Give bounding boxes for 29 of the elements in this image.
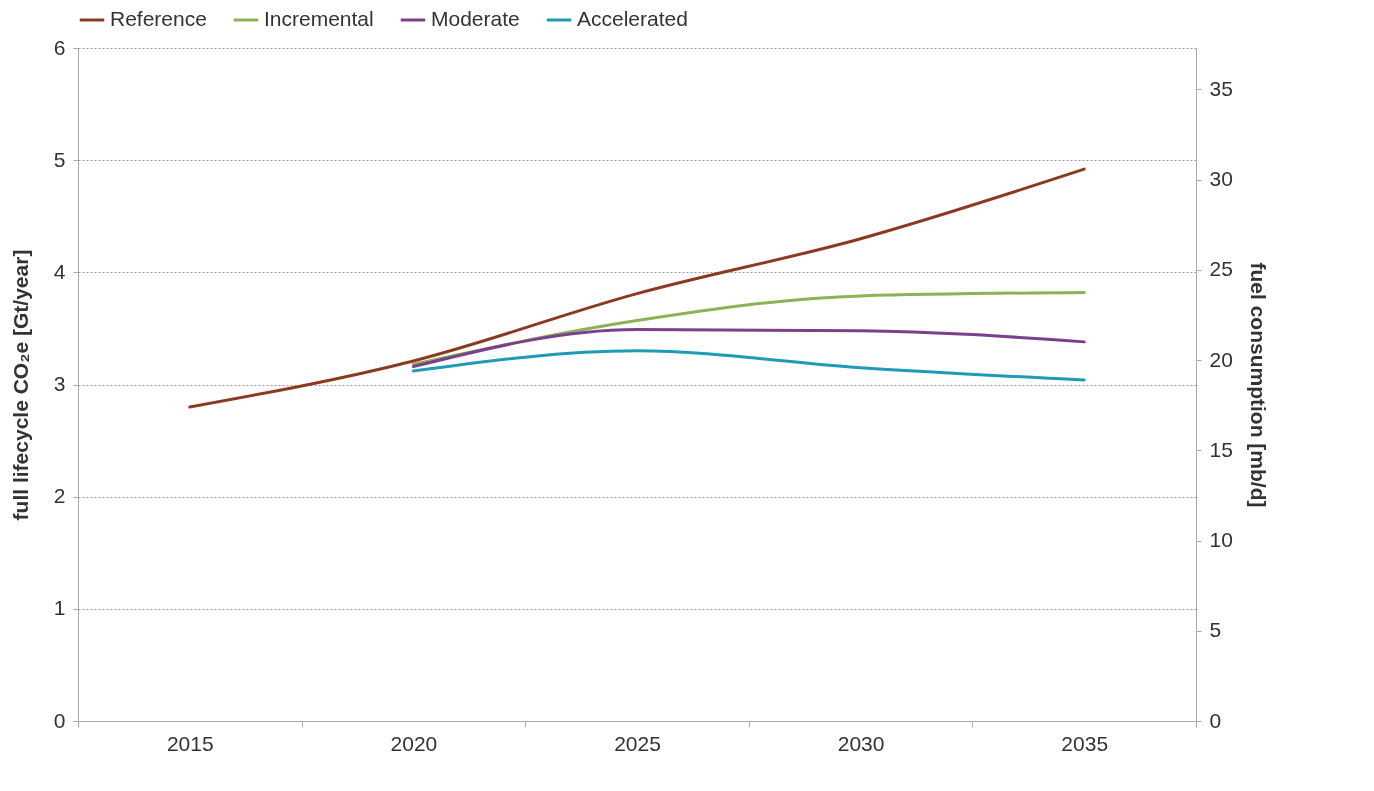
y2-tick-label: 20 xyxy=(1209,347,1233,371)
x-tick-label: 2030 xyxy=(837,731,885,755)
y2-tick-label: 35 xyxy=(1209,77,1233,100)
line-series xyxy=(188,167,1086,409)
y2-tick-label: 25 xyxy=(1209,257,1233,281)
x-tick-label: 2035 xyxy=(1061,731,1109,755)
legend-label: Accelerated xyxy=(577,7,688,30)
x-tick-label: 2015 xyxy=(166,731,214,755)
y-tick-label: 6 xyxy=(53,35,66,59)
line-series xyxy=(411,328,1086,369)
legend-label: Incremental xyxy=(264,7,374,30)
y-tick-label: 3 xyxy=(53,372,66,395)
y-tick-label: 5 xyxy=(53,147,66,171)
y2-axis-title: fuel consumption [mb/d] xyxy=(1246,262,1270,508)
y-tick-label: 4 xyxy=(53,259,66,283)
y2-tick-label: 5 xyxy=(1209,618,1222,642)
line-series xyxy=(411,349,1086,382)
x-tick-label: 2020 xyxy=(390,731,438,755)
y2-tick-label: 15 xyxy=(1209,437,1233,461)
x-tick-label: 2025 xyxy=(614,731,661,755)
legend-label: Moderate xyxy=(431,7,520,30)
y-tick-label: 1 xyxy=(53,596,66,620)
y2-tick-label: 30 xyxy=(1209,167,1233,191)
y-tick-label: 2 xyxy=(53,484,66,508)
y-tick-label: 0 xyxy=(53,708,66,732)
y2-tick-label: 0 xyxy=(1209,708,1222,732)
y-axis-title: full lifecycle CO₂e [Gt/year] xyxy=(8,249,32,521)
legend-label: Reference xyxy=(110,7,207,30)
y2-tick-label: 10 xyxy=(1209,528,1233,552)
